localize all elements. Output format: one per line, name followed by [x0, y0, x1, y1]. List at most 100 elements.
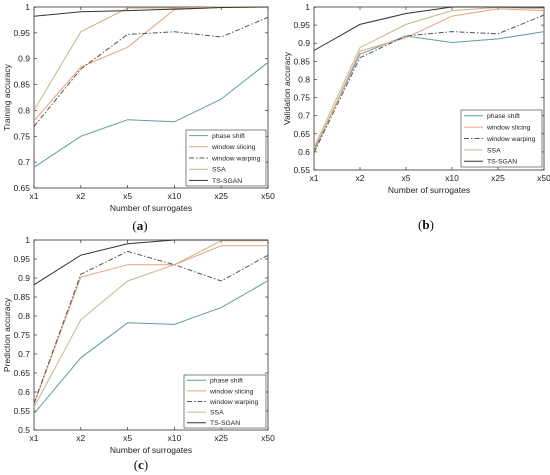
legend: phase shift window slicing window warping S… [460, 109, 543, 168]
y-tick-label: 0.8 [18, 105, 30, 115]
legend: phase shift window slicing window warping S… [183, 374, 267, 429]
x-tick-label: x2 [76, 433, 85, 443]
y-axis-label: Validation accuracy [282, 51, 292, 125]
y-axis-label: Training accuracy [2, 63, 12, 131]
legend-entry: window slicing [211, 144, 256, 151]
x-tick-label: x2 [76, 191, 85, 201]
legend-box [185, 129, 267, 187]
y-tick-label: 0.7 [18, 157, 30, 167]
legend-entry: window slicing [209, 388, 254, 395]
y-tick-label: 0.95 [13, 28, 30, 38]
series-line-window-warping [33, 250, 269, 404]
series-line-ssa [33, 240, 268, 408]
legend-entry: SSA [212, 167, 226, 174]
x-axis-label: Number of surrogates [110, 445, 192, 455]
legend-entry: TS-SGAN [210, 420, 240, 427]
x-tick-label: x1 [310, 173, 319, 183]
series-line-window-slicing [313, 8, 545, 153]
series-line-ssa [313, 6, 545, 148]
y-tick-label: 0.85 [13, 80, 30, 90]
y-tick-label: 0.95 [13, 254, 30, 264]
legend-entry: window warping [209, 399, 259, 406]
y-tick-label: 0.85 [293, 56, 310, 66]
y-tick-label: 0.55 [293, 165, 310, 175]
y-tick-label: 0.5 [18, 425, 30, 435]
x-tick-label: x2 [356, 173, 365, 183]
y-axis-label: Prediction accuracy [2, 297, 12, 372]
x-tick-label: x5 [402, 173, 411, 183]
x-tick-label: x25 [214, 433, 228, 443]
y-tick-label: 0.6 [18, 387, 30, 397]
x-tick-label: x1 [30, 433, 39, 443]
series-line-window-warping [313, 14, 545, 153]
panel-caption: (b) [418, 217, 434, 232]
x-tick-label: x25 [491, 173, 505, 183]
y-tick-label: 0.9 [18, 273, 30, 283]
caption-paren: ) [144, 457, 148, 472]
x-tick-label: x25 [214, 191, 228, 201]
legend-entry: phase shift [212, 133, 245, 140]
y-tick-label: 0.65 [293, 129, 310, 139]
x-tick-label: x5 [123, 433, 132, 443]
caption-letter: c [138, 457, 144, 472]
chart-panel-a: 0.65 0.7 0.75 0.8 0.85 0.9 0.95 1 x1 x2 x5 x10 x25 x5… [2, 2, 275, 233]
series-line-phase-shift [313, 31, 545, 151]
y-tick-label: 1 [305, 2, 310, 12]
legend-entry: window warping [211, 155, 261, 162]
y-tick-label: 0.65 [13, 183, 30, 193]
series-line-ts-sgan [33, 239, 268, 286]
caption-paren: ) [430, 217, 434, 232]
series-line-window-warping [33, 16, 269, 127]
y-tick-label: 0.8 [18, 311, 30, 321]
panel-caption: (a) [132, 218, 147, 233]
series-line-ts-sgan [313, 6, 545, 51]
series-line-window-slicing [33, 245, 268, 405]
y-tick-label: 0.85 [13, 292, 30, 302]
x-axis-label: Number of surrogates [110, 203, 192, 213]
x-tick-label: x10 [445, 173, 459, 183]
x-tick-label: x50 [261, 433, 275, 443]
caption-paren: ( [418, 217, 422, 232]
y-tick-label: 0.6 [298, 147, 310, 157]
caption-paren: ( [134, 457, 138, 472]
x-tick-label: x10 [168, 433, 182, 443]
legend-entry: SSA [487, 147, 501, 154]
legend-entry: SSA [210, 410, 224, 417]
legend-entry: phase shift [210, 378, 243, 385]
y-tick-label: 0.95 [293, 20, 310, 30]
y-tick-label: 0.7 [298, 111, 310, 121]
legend-entry: TS-SGAN [487, 159, 517, 166]
caption-paren: ) [143, 218, 147, 233]
y-tick-label: 0.9 [298, 38, 310, 48]
y-tick-label: 0.9 [18, 54, 30, 64]
legend-entry: TS-SGAN [212, 178, 242, 185]
x-tick-label: x50 [537, 173, 550, 183]
legend: phase shift window slicing window warping S… [185, 129, 267, 187]
y-tick-label: 1 [25, 2, 30, 12]
series-line-phase-shift [33, 280, 269, 415]
series-line-phase-shift [33, 61, 269, 168]
x-axis-label: Number of surrogates [388, 185, 470, 195]
y-tick-label: 0.75 [13, 330, 30, 340]
series-line-ts-sgan [33, 6, 269, 17]
x-tick-label: x1 [30, 191, 39, 201]
caption-letter: a [137, 218, 144, 233]
legend-entry: phase shift [487, 113, 520, 120]
caption-letter: b [422, 217, 429, 232]
y-tick-label: 0.75 [293, 93, 310, 103]
y-tick-label: 0.75 [13, 131, 30, 141]
panel-caption: (c) [134, 457, 148, 472]
chart-panel-c: 0.5 0.55 0.6 0.65 0.7 0.75 0.8 0.85 0.9 0.95 1 x1 x2… [2, 235, 275, 472]
y-tick-label: 0.7 [18, 349, 30, 359]
chart-panel-b: 0.55 0.6 0.65 0.7 0.75 0.8 0.85 0.9 0.95 1 x1 x2 x5 x… [282, 2, 550, 232]
legend-entry: window warping [486, 136, 536, 143]
caption-paren: ( [132, 218, 136, 233]
y-tick-label: 0.55 [13, 406, 30, 416]
y-tick-label: 1 [25, 235, 30, 245]
x-tick-label: x10 [168, 191, 182, 201]
y-tick-label: 0.8 [298, 74, 310, 84]
x-tick-label: x50 [261, 191, 275, 201]
legend-entry: window slicing [486, 125, 531, 132]
y-tick-label: 0.65 [13, 368, 30, 378]
